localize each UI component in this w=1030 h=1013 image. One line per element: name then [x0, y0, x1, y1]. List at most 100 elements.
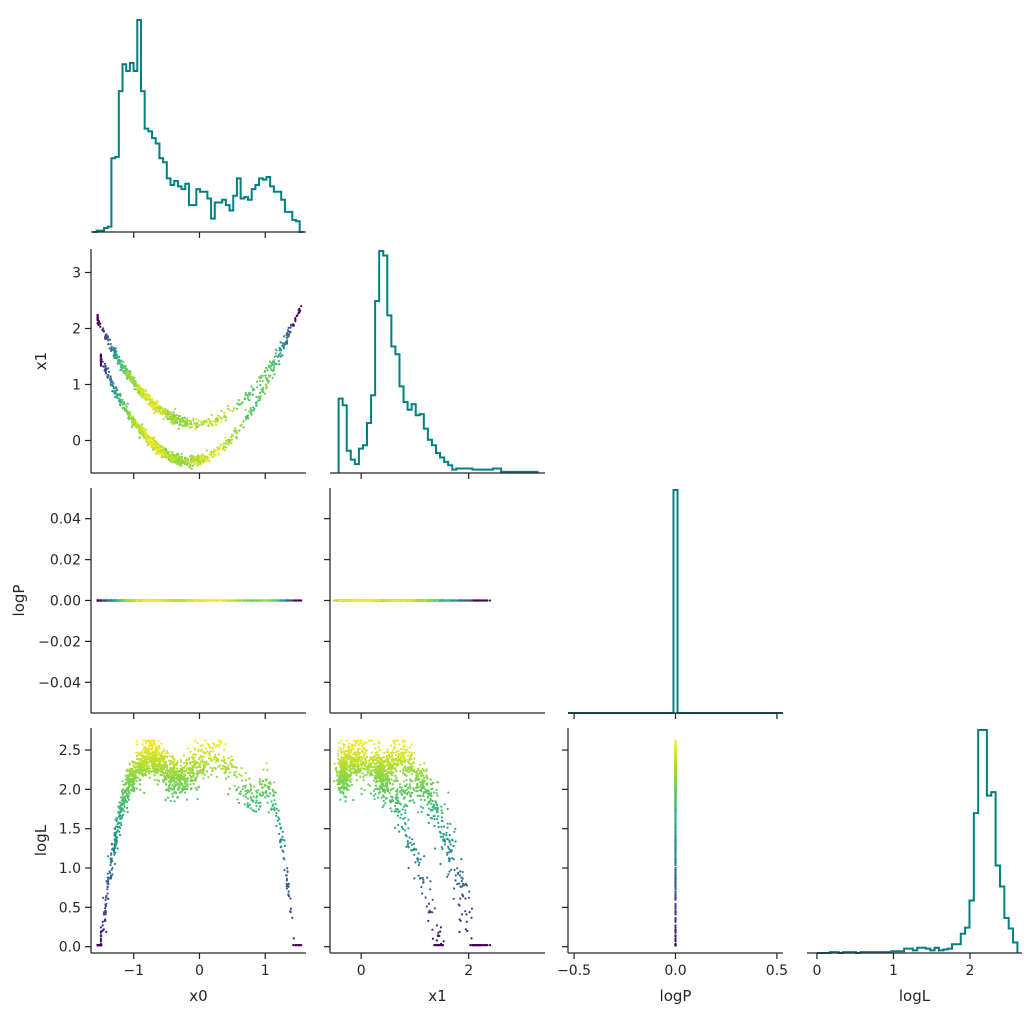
scatter-point — [269, 367, 272, 370]
scatter-point — [229, 409, 232, 412]
scatter-point — [99, 362, 102, 365]
scatter-point — [243, 397, 247, 400]
hist-logP — [568, 489, 783, 714]
scatter-point — [131, 380, 134, 383]
scatter-point — [115, 357, 118, 360]
scatter-point — [240, 599, 243, 602]
scatter-point — [114, 396, 117, 399]
scatter-point — [252, 406, 255, 409]
scatter-point — [143, 437, 146, 440]
scatter-point — [435, 599, 439, 602]
scatter-point — [142, 431, 145, 434]
scatter-point — [228, 787, 231, 790]
scatter-point — [202, 454, 205, 457]
scatter-point — [255, 599, 258, 602]
scatter-point — [160, 411, 163, 414]
scatter-point — [270, 807, 273, 810]
scatter-point — [227, 443, 230, 446]
scatter-point — [170, 454, 174, 457]
scatter-point — [215, 416, 218, 420]
scatter-point — [136, 391, 140, 394]
scatter-point — [261, 791, 264, 794]
scatter-point — [128, 599, 131, 602]
scatter-point — [99, 325, 102, 328]
scatter-point — [214, 423, 218, 426]
scatter-point — [370, 599, 374, 602]
scatter-point — [185, 459, 189, 462]
scatter-point — [138, 393, 141, 396]
scatter-point — [130, 789, 133, 792]
scatter-point — [115, 816, 118, 819]
scatter-point — [148, 599, 151, 602]
plot-layer: 0123−0.04−0.020.000.020.040.00.51.01.52.… — [10, 19, 1022, 1005]
scatter-point — [286, 336, 289, 339]
scatter-point — [168, 599, 172, 602]
scatter-point — [233, 407, 236, 410]
scatter-point — [260, 388, 264, 391]
scatter-point — [258, 380, 262, 383]
scatter-point — [350, 599, 354, 602]
scatter-point — [392, 599, 395, 602]
scatter-point — [205, 449, 208, 452]
scatter-point — [163, 454, 166, 457]
scatter-point — [419, 599, 422, 602]
scatter-point — [187, 419, 191, 422]
scatter-point — [126, 371, 129, 374]
scatter-point — [205, 419, 208, 422]
scatter-point — [253, 785, 256, 788]
scatter-point — [162, 599, 165, 602]
scatter-point — [189, 599, 192, 602]
scatter-point — [230, 435, 233, 439]
scatter-point — [111, 866, 114, 870]
scatter-point — [401, 599, 404, 602]
scatter-point — [265, 599, 268, 602]
scatter-point — [154, 447, 157, 450]
scatter-point — [257, 789, 260, 792]
scatter-point — [277, 599, 280, 602]
scatter-point — [356, 599, 360, 602]
scatter-point — [283, 335, 286, 338]
scatter-point — [230, 442, 233, 445]
scatter-point — [264, 376, 268, 379]
scatter-point — [115, 394, 118, 397]
scatter-point — [237, 399, 240, 402]
scatter-point — [97, 323, 100, 326]
scatter-point — [169, 799, 172, 803]
scatter-point — [147, 398, 150, 401]
scatter-point — [279, 352, 282, 355]
scatter-point — [104, 898, 107, 901]
scatter-point — [125, 410, 128, 413]
scatter-point — [289, 910, 292, 913]
scatter-point — [200, 420, 203, 423]
scatter-point — [167, 451, 170, 454]
scatter-point — [147, 442, 150, 445]
scatter-point — [141, 426, 144, 429]
scatter-point — [191, 456, 194, 459]
scatter-point — [175, 460, 178, 463]
scatter-point — [140, 389, 143, 392]
scatter-point — [281, 835, 284, 838]
scatter-point — [273, 373, 276, 376]
scatter-point — [281, 599, 284, 602]
scatter-point — [265, 385, 268, 388]
scatter-point — [294, 944, 297, 947]
scatter-point — [259, 801, 262, 804]
scatter-point — [386, 599, 389, 602]
scatter-point — [300, 305, 303, 308]
scatter-point — [217, 599, 220, 602]
scatter-point — [272, 803, 275, 806]
scatter-point — [139, 435, 142, 438]
scatter-point — [272, 369, 275, 373]
scatter-point — [281, 344, 284, 347]
scatter-point — [135, 787, 139, 790]
scatter-point — [286, 599, 289, 602]
scatter-point — [152, 408, 155, 411]
scatter-point — [99, 364, 102, 367]
scatter-point — [153, 411, 156, 415]
scatter-point — [208, 460, 211, 463]
scatter-point — [144, 599, 147, 602]
scatter-point — [352, 599, 356, 602]
scatter-point — [113, 851, 116, 854]
scatter-point — [220, 420, 223, 423]
scatter-point — [102, 329, 105, 332]
